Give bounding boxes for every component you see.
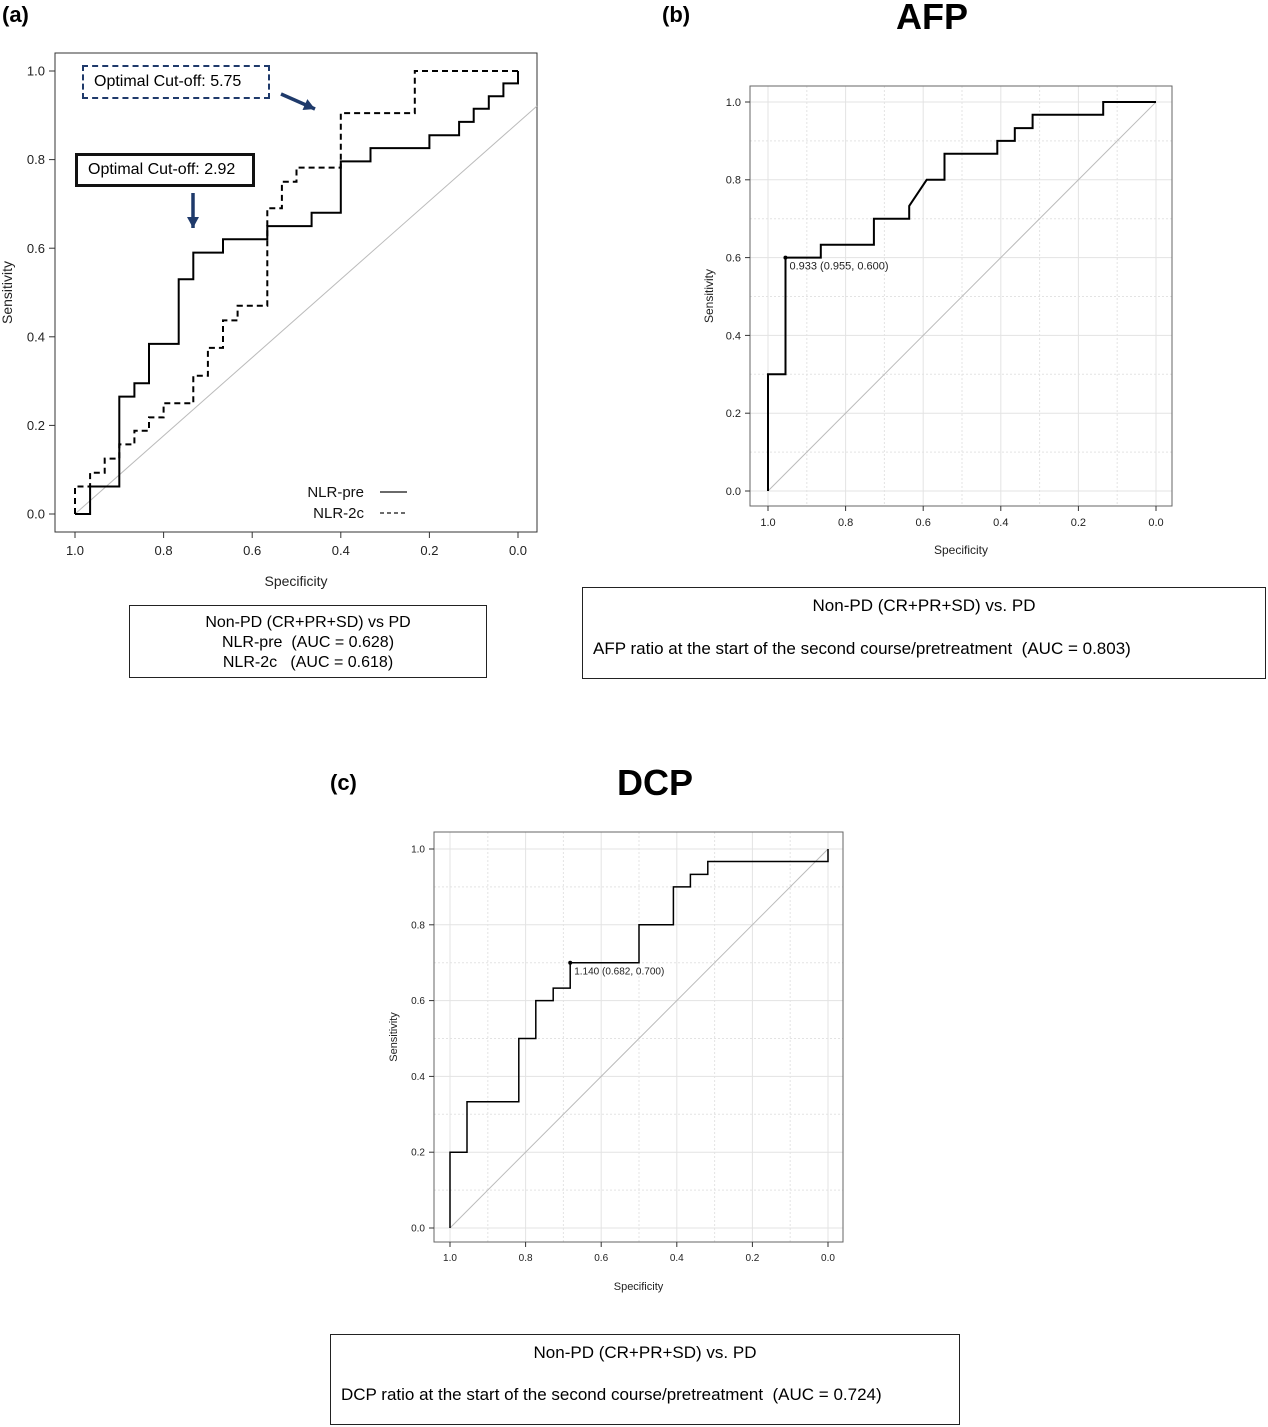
y-tick-label: 1.0 [726,97,741,109]
optimal-point-label: 1.140 (0.682, 0.700) [574,967,664,978]
x-tick-label: 0.8 [155,543,173,558]
y-tick-label: 0.6 [27,241,45,256]
panel-c-label: (c) [330,770,357,795]
roc-curve-nlr-pre [75,71,519,515]
y-tick-label: 0.4 [411,1072,425,1083]
y-tick-label: 0.4 [27,329,45,344]
x-tick-label: 0.2 [745,1253,759,1264]
grid-c [434,832,843,1242]
chart-a: 1.0 0.8 0.6 0.4 0.2 0.0 0.0 0.2 0.4 0.6 0.8 1.0 Spec… [0,52,538,589]
y-tick-label: 0.0 [726,486,741,498]
optimal-point-label: 0.933 (0.955, 0.600) [789,261,888,273]
x-tick-label: 0.6 [243,543,261,558]
plot-frame-c [433,831,844,1243]
y-axis-label: Sensitivity [388,1012,400,1062]
x-tick-label: 0.8 [519,1253,533,1264]
panel-a-label: (a) [2,2,29,27]
x-tick-label: 0.0 [821,1253,835,1264]
legend: NLR-pre NLR-2c [307,484,407,522]
reference-diagonal [74,105,538,515]
reference-diagonal [767,101,1157,492]
x-tick-label: 0.4 [332,543,350,558]
plot-frame-b [749,85,1173,507]
y-tick-label: 0.8 [411,920,425,931]
caption-c-line-2: DCP ratio at the start of the second cou… [341,1385,882,1404]
y-tick-label: 0.2 [27,418,45,433]
y-axis-label: Sensitivity [702,269,716,323]
x-tick-label: 0.0 [509,543,527,558]
chart-b-title: AFP [896,0,968,37]
optimal-point-marker [783,255,788,260]
y-tick-label: 0.0 [411,1224,425,1235]
x-tick-label: 0.4 [670,1253,684,1264]
roc-curve-nlr-2c [74,70,518,514]
plot-frame-a [54,52,538,533]
y-tick-label: 1.0 [411,845,425,856]
x-axis-label: Specificity [264,573,327,589]
legend-label: NLR-2c [313,505,364,522]
x-tick-label: 0.2 [420,543,438,558]
caption-b-line-1: Non-PD (CR+PR+SD) vs. PD [812,596,1036,615]
x-tick-label: 1.0 [443,1253,457,1264]
chart-b: 1.0 0.8 0.6 0.4 0.2 0.0 0.0 0.2 0.4 0.6 0.8 1.0 Spec… [702,85,1173,557]
x-tick-label: 0.6 [594,1253,608,1264]
caption-box-a: Non-PD (CR+PR+SD) vs PD NLR-pre (AUC = 0… [129,605,487,678]
nlr-pre-cutoff-callout: Optimal Cut-off: 2.92 [75,153,255,187]
x-tick-label: 0.6 [916,517,931,529]
caption-b-line-2: AFP ratio at the start of the second cou… [593,639,1131,658]
x-tick-label: 0.4 [993,517,1008,529]
y-tick-label: 0.6 [411,996,425,1007]
roc-curve-b [767,101,1156,491]
y-tick-label: 0.2 [411,1148,425,1159]
roc-curve-c [449,849,829,1228]
caption-box-c: Non-PD (CR+PR+SD) vs. PD DCP ratio at th… [330,1334,960,1425]
y-tick-label: 0.6 [726,252,741,264]
x-tick-label: 1.0 [760,517,775,529]
optimal-point-marker [568,960,573,965]
x-tick-label: 0.0 [1148,517,1163,529]
caption-c-line-1: Non-PD (CR+PR+SD) vs. PD [533,1343,757,1362]
x-axis-label: Specificity [614,1281,664,1293]
y-tick-label: 0.2 [726,408,741,420]
chart-c: 1.0 0.8 0.6 0.4 0.2 0.0 0.0 0.2 0.4 0.6 0.8 1.0 Spec… [388,831,844,1293]
nlr-pre-cutoff-arrow [187,193,199,228]
caption-a-line-1: Non-PD (CR+PR+SD) vs PD [205,614,411,631]
panel-b-label: (b) [662,2,691,27]
y-axis-label: Sensitivity [0,261,15,324]
x-tick-label: 1.0 [66,543,84,558]
x-tick-label: 0.8 [838,517,853,529]
y-tick-label: 0.8 [27,152,45,167]
y-tick-label: 0.8 [726,175,741,187]
nlr-2c-cutoff-arrow [280,92,316,111]
x-axis-label: Specificity [934,543,988,557]
chart-c-title: DCP [616,762,693,803]
caption-a-line-2: NLR-pre (AUC = 0.628) [221,634,395,651]
x-tick-label: 0.2 [1071,517,1086,529]
y-tick-label: 0.0 [27,507,45,522]
nlr-2c-cutoff-callout: Optimal Cut-off: 5.75 [82,65,270,99]
y-tick-label: 1.0 [27,64,45,79]
y-tick-label: 0.4 [726,330,741,342]
caption-box-b: Non-PD (CR+PR+SD) vs. PD AFP ratio at th… [582,587,1266,679]
caption-a-line-3: NLR-2c (AUC = 0.618) [222,654,394,671]
reference-diagonal [449,848,829,1229]
legend-label: NLR-pre [307,484,364,501]
